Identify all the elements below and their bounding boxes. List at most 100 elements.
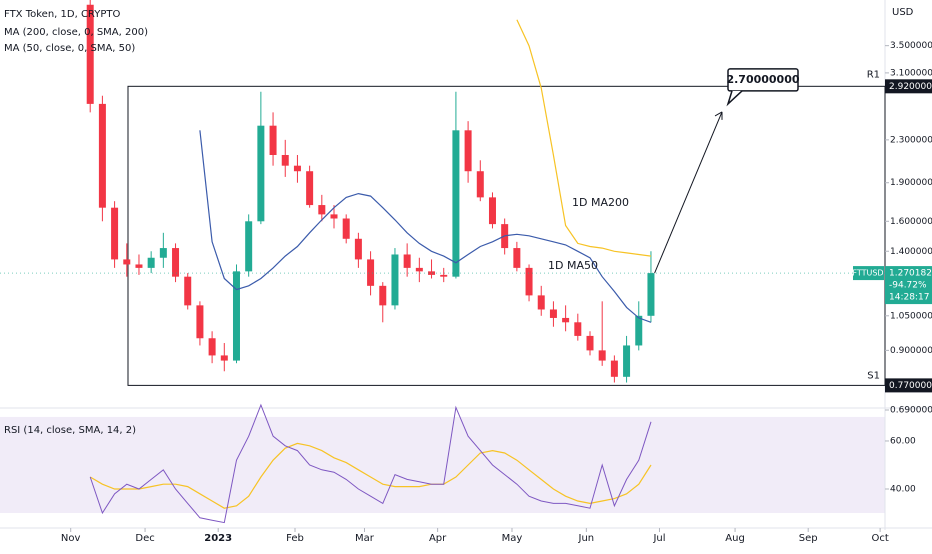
candle-body [318, 205, 326, 215]
level-value: 0.77000000 [889, 381, 932, 391]
candle-body [476, 171, 484, 198]
arrow-head [714, 111, 723, 120]
candle-body [245, 221, 253, 272]
y-tick-label: 1.60000000 [890, 217, 932, 227]
candle-body [647, 273, 655, 316]
candle-body [306, 171, 314, 206]
level-value: 2.92000000 [889, 82, 932, 92]
rsi-band [0, 416, 885, 513]
candle-body [440, 274, 448, 277]
x-tick-label: Feb [286, 533, 304, 544]
candle-body [537, 295, 545, 310]
y-tick-label: 0.90000000 [890, 346, 932, 356]
candle-body [415, 267, 423, 272]
y-tick-label: 3.50000000 [890, 41, 932, 51]
candle-body [172, 248, 180, 277]
candle-body [635, 315, 643, 346]
x-tick-label: Nov [61, 533, 81, 544]
level-badge [885, 378, 932, 393]
candle-body [135, 264, 143, 268]
x-tick-label: Sep [799, 533, 818, 544]
candle-body [428, 271, 436, 275]
candle-body [147, 257, 155, 268]
candle-body [379, 285, 387, 306]
countdown: 14:28:17 [889, 293, 929, 303]
candle-body [525, 267, 533, 296]
candle-body [403, 254, 411, 268]
level-badge [885, 79, 932, 94]
ma-line [516, 19, 652, 257]
ma-label: 1D MA200 [572, 196, 629, 209]
ma-line [199, 130, 652, 323]
y-tick-label: 3.10000000 [890, 68, 932, 78]
candle-body [184, 276, 192, 306]
x-tick-label: 2023 [204, 533, 232, 544]
x-tick-label: Mar [355, 533, 375, 544]
target-arrow [654, 111, 723, 274]
candle-body [330, 214, 338, 219]
candle-body [354, 238, 362, 260]
candle-body [367, 259, 375, 286]
candle-body [269, 125, 277, 155]
legend-entry: MA (200, close, 0, SMA, 200) [4, 27, 148, 38]
currency: USD [892, 7, 914, 18]
candle-body [86, 4, 94, 104]
candle-body [196, 305, 204, 339]
range-box [127, 85, 886, 386]
x-tick-label: Dec [135, 533, 154, 544]
last-badge [885, 266, 932, 305]
candle-body [452, 130, 460, 277]
symbol-badge [853, 266, 884, 281]
x-tick-label: Jun [578, 533, 595, 544]
candle-body [488, 197, 496, 225]
candle-body [293, 165, 301, 172]
y-tick-label: 1.05000000 [890, 311, 932, 321]
target-box-tail [726, 90, 743, 107]
candle-body [257, 125, 265, 222]
y-tick-label: 1.90000000 [890, 178, 932, 188]
level-name: R1 [867, 69, 880, 80]
candle-body [123, 259, 131, 265]
candle-body [111, 207, 119, 260]
candle-body [208, 338, 216, 356]
x-tick-label: May [502, 533, 523, 544]
candle-body [574, 322, 582, 336]
candle-body [232, 271, 240, 361]
candle-body [562, 317, 570, 323]
y-tick-label: 2.30000000 [890, 135, 932, 145]
rsi-tick-label: 40.00 [890, 484, 916, 494]
last-change: -94.72% [889, 281, 927, 291]
candle-body [586, 335, 594, 351]
candle-body [610, 360, 618, 377]
target-label: 2.70000000 [726, 73, 799, 86]
y-tick-label: 0.69000000 [890, 406, 932, 416]
rsi-line [89, 403, 652, 524]
symbol: FTTUSD [852, 269, 883, 278]
candle-body [391, 254, 399, 306]
rsi-ma-line [89, 442, 652, 509]
candle-body [623, 345, 631, 377]
candle-body [513, 248, 521, 268]
legend-entry: MA (50, close, 0, SMA, 50) [4, 43, 135, 54]
candle-body [98, 103, 106, 208]
candle-body [281, 154, 289, 166]
x-tick-label: Jul [652, 533, 665, 544]
candle-body [464, 130, 472, 172]
target-box [727, 68, 799, 92]
candle-body [342, 218, 350, 239]
rsi-tick-label: 60.00 [890, 436, 916, 446]
x-tick-label: Aug [725, 533, 745, 544]
ma-label: 1D MA50 [548, 259, 598, 272]
candle-body [159, 248, 167, 258]
level-name: S1 [867, 370, 880, 381]
chart-title: FTX Token, 1D, CRYPTO [4, 9, 120, 20]
candle-body [549, 309, 557, 318]
y-tick-label: 1.40000000 [890, 247, 932, 257]
last-value: 1.27018236 [889, 269, 932, 279]
rsi-title: RSI (14, close, SMA, 14, 2) [4, 425, 136, 436]
x-tick-label: Apr [429, 533, 447, 544]
candle-body [598, 350, 606, 361]
x-tick-label: Oct [871, 533, 888, 544]
